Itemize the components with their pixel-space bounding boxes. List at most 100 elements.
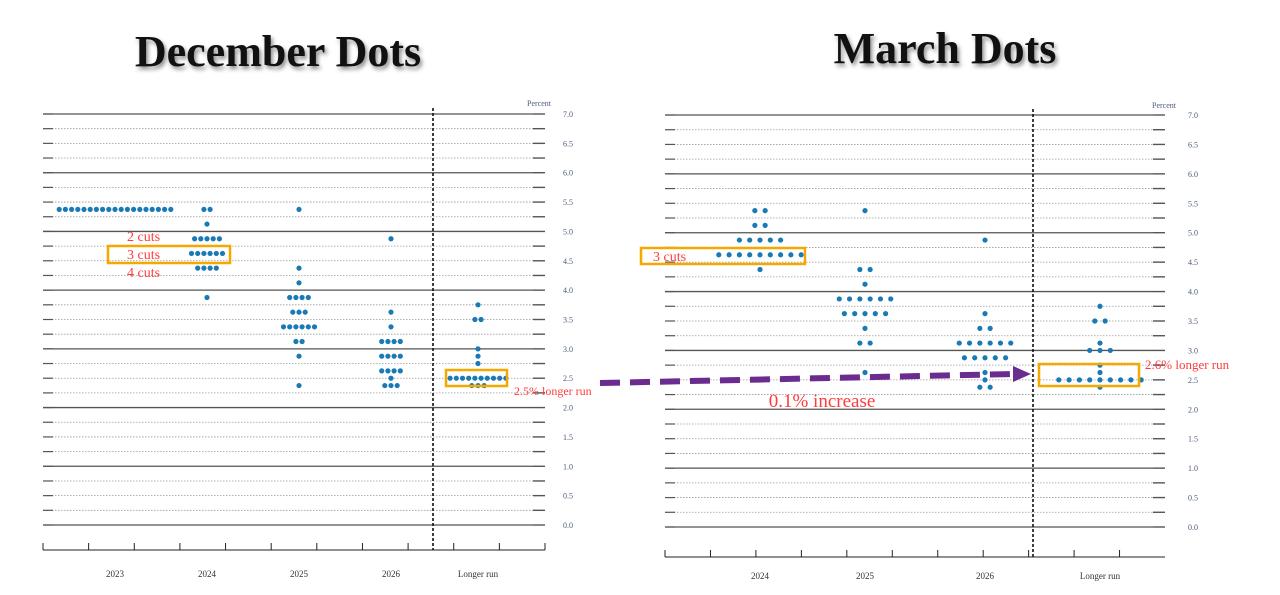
dot (81, 206, 87, 213)
y-tick-label: 2.0 (1188, 405, 1198, 414)
dot (475, 353, 481, 359)
dot (1102, 318, 1108, 324)
category-label: 2026 (382, 569, 401, 579)
dot (857, 340, 863, 346)
dot (296, 309, 302, 315)
y-tick-label: 4.0 (563, 286, 573, 295)
dot (293, 294, 299, 301)
dot (382, 382, 388, 389)
increase-arrow (599, 371, 1014, 386)
category-label: 2025 (290, 569, 309, 579)
dot (846, 296, 853, 302)
dot (982, 311, 988, 317)
y-axis-label: Percent (1152, 101, 1177, 110)
dot (961, 355, 968, 361)
dot (379, 353, 385, 359)
dot (213, 250, 219, 257)
dot (987, 325, 993, 331)
dot (210, 236, 216, 242)
category-label: 2024 (751, 571, 770, 581)
dot (767, 252, 773, 258)
y-tick-label: 0.0 (563, 521, 573, 530)
dot (296, 382, 302, 389)
dot (992, 355, 998, 361)
category-label: 2023 (106, 569, 125, 579)
y-tick-label: 3.5 (563, 316, 573, 325)
dec-3cuts-box (106, 244, 232, 265)
dot (391, 353, 397, 359)
y-tick-label: 6.5 (1188, 140, 1198, 149)
dot (302, 309, 308, 315)
dot (216, 236, 222, 242)
dot (966, 340, 973, 346)
dot (977, 325, 983, 331)
dot (201, 265, 207, 271)
dot (747, 237, 753, 243)
dot (447, 375, 453, 381)
dot (997, 340, 1004, 346)
dot (296, 353, 302, 359)
dot (1097, 369, 1103, 376)
dot (736, 252, 743, 258)
dot (1107, 347, 1113, 354)
dot (726, 252, 732, 258)
dec-3cuts-label: 3 cuts (127, 248, 160, 263)
dot (836, 296, 842, 302)
dot (1092, 318, 1098, 324)
dot (1066, 377, 1072, 383)
dot (757, 252, 763, 258)
y-tick-label: 2.0 (563, 404, 573, 413)
dot (93, 206, 99, 213)
dot (987, 384, 993, 390)
y-tick-label: 1.5 (1188, 435, 1198, 444)
dot (716, 252, 722, 258)
category-label: 2024 (198, 569, 217, 579)
dot (385, 353, 391, 359)
dot (388, 382, 394, 389)
dot (287, 324, 293, 330)
dot (867, 340, 873, 346)
y-tick-label: 0.5 (1188, 494, 1198, 503)
y-tick-label: 4.0 (1188, 288, 1198, 297)
dot (213, 265, 219, 271)
dot (293, 338, 299, 345)
dot (478, 316, 484, 323)
dot (475, 302, 481, 308)
dot (87, 206, 93, 213)
y-tick-label: 0.5 (563, 492, 573, 501)
dot (201, 250, 207, 257)
dot (788, 252, 794, 258)
dot (852, 311, 858, 317)
dot (207, 265, 213, 271)
dot (287, 294, 293, 301)
dot (1087, 347, 1093, 354)
dot (757, 237, 763, 243)
dot (857, 266, 863, 273)
dot (757, 266, 763, 273)
dot (862, 208, 868, 214)
dot (867, 266, 873, 273)
dot (311, 324, 318, 330)
dot (453, 375, 459, 381)
dot (305, 324, 311, 330)
dot (195, 250, 201, 257)
dot (972, 355, 978, 361)
dot (982, 237, 988, 243)
dot (188, 250, 195, 257)
dot (977, 340, 983, 346)
dot (131, 206, 137, 213)
march-title: March Dots (834, 24, 1057, 73)
dot (778, 237, 784, 243)
dot (982, 355, 988, 361)
dot (747, 252, 753, 258)
dot (379, 368, 385, 374)
dot (752, 222, 758, 228)
y-tick-label: 4.5 (1188, 258, 1198, 267)
dot (143, 206, 149, 213)
mar-3cuts-label: 3 cuts (653, 250, 686, 265)
dot (305, 294, 311, 301)
dot (1056, 377, 1062, 383)
dot (877, 296, 884, 302)
dot (198, 236, 204, 242)
